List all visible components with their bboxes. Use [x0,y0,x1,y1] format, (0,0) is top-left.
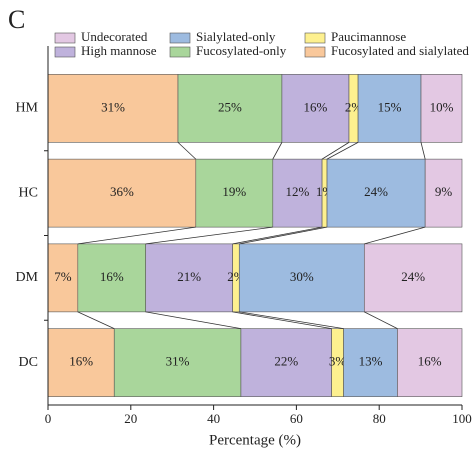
value-label: 15% [378,99,402,114]
connector [321,142,350,160]
bar-segment [113,328,242,397]
connector [239,311,344,330]
bar-segment [397,328,463,397]
value-label: 24% [401,269,425,284]
value-label: 24% [364,184,388,199]
value-label: 21% [177,269,201,284]
value-label: 16% [100,269,124,284]
connector [364,226,426,245]
value-label: 10% [430,99,454,114]
y-tick-label: DC [19,355,38,370]
value-label: 22% [274,354,298,369]
value-label: 3% [329,354,347,369]
bar-segment [47,74,179,143]
bar-segment [240,328,332,397]
value-label: 36% [110,184,134,199]
bar-segment [195,158,274,228]
connector [364,311,398,329]
bar-segment [420,74,463,143]
value-label: 19% [222,184,246,199]
bar-segment [424,158,463,228]
value-label: 13% [359,354,383,369]
bar-segment [47,158,197,228]
legend-label: Sialylated-only [196,29,276,44]
bar-segment [47,243,79,313]
value-label: 7% [54,269,72,284]
y-tick-label: DM [15,270,38,285]
connector [232,311,332,330]
legend-label: Undecorated [81,29,148,44]
x-tick-label: 60 [290,411,303,426]
connector [177,142,197,160]
value-label: 30% [290,269,314,284]
panel-label: C [8,5,25,34]
bar-segment [357,74,422,143]
bar-segment [272,158,323,228]
y-tick-label: HC [19,185,38,200]
bar-segment [281,74,350,143]
legend-swatch [304,32,326,44]
connector [145,226,273,245]
connector [77,311,115,329]
connector [232,226,323,245]
value-label: 16% [69,354,93,369]
connector [420,142,426,160]
x-axis-label: Percentage (%) [209,432,301,448]
legend-swatch [54,32,76,44]
value-label: 9% [435,184,453,199]
connector [239,226,328,245]
legend-label: Fucosylated-only [196,43,287,58]
y-tick-label: HM [15,101,38,116]
x-tick-label: 20 [124,411,137,426]
bar-segment [177,74,283,143]
connector [77,226,196,245]
bar-segment [77,243,147,313]
legend-swatch [169,46,191,58]
value-label: 16% [304,99,328,114]
bar-segment [343,328,398,397]
legend-swatch [169,32,191,44]
connector [272,142,283,160]
legend-label: High mannose [81,43,157,58]
connector [145,311,241,330]
bar-segment [363,243,463,313]
bar-segment [238,243,365,313]
bar-segment [145,243,233,313]
value-label: 25% [218,99,242,114]
value-label: 31% [166,354,190,369]
x-tick-label: 80 [373,411,386,426]
x-tick-label: 40 [207,411,220,426]
legend-label: Paucimannose [331,29,406,44]
value-label: 16% [418,354,442,369]
connector [326,142,359,160]
x-tick-label: 100 [452,411,472,426]
legend-swatch [54,46,76,58]
legend-swatch [304,46,326,58]
legend-label: Fucosylated and sialylated [331,43,469,58]
value-label: 12% [286,184,310,199]
value-label: 31% [101,99,125,114]
bar-segment [47,328,115,397]
x-tick-label: 0 [45,411,52,426]
